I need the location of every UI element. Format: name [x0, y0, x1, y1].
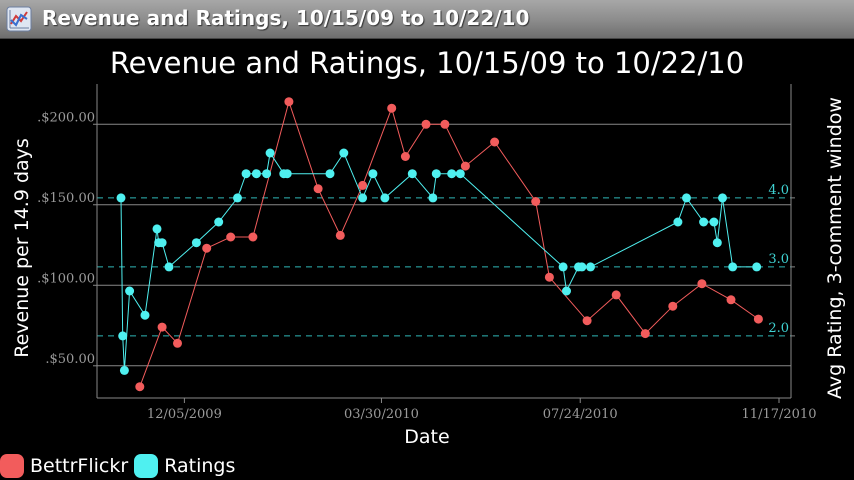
data-point-ratings: [712, 238, 722, 248]
data-point-ratings: [558, 262, 568, 272]
data-point-ratings: [358, 193, 368, 203]
data-point-bettrflickr: [157, 322, 167, 332]
data-point-bettrflickr: [135, 382, 145, 392]
data-point-bettrflickr: [284, 97, 294, 107]
data-point-ratings: [752, 262, 762, 272]
legend-item-ratings[interactable]: Ratings: [134, 454, 235, 478]
data-point-ratings: [407, 169, 417, 179]
data-point-bettrflickr: [400, 152, 410, 161]
data-point-ratings: [116, 193, 126, 203]
chart-app-icon: [6, 6, 32, 32]
data-point-ratings: [214, 217, 224, 227]
legend-label-bettrflickr: BettrFlickr: [30, 455, 129, 477]
data-point-ratings: [282, 169, 292, 179]
y-right-tick-label: 2.0: [768, 321, 789, 336]
data-point-ratings: [455, 169, 465, 179]
series-line-bettrflickr: [139, 99, 759, 387]
data-point-ratings: [428, 193, 438, 203]
data-point-ratings: [118, 331, 128, 341]
legend-item-bettrflickr[interactable]: BettrFlickr: [0, 454, 128, 478]
y-left-tick-label: .$200.00: [37, 110, 95, 125]
data-point-bettrflickr: [726, 295, 736, 305]
chart-title: Revenue and Ratings, 10/15/09 to 10/22/1…: [110, 46, 744, 80]
data-point-bettrflickr: [387, 103, 397, 113]
y-axis-left-title: Revenue per 14.9 days: [11, 138, 33, 358]
data-point-ratings: [709, 217, 719, 227]
series-layer: [116, 97, 763, 392]
data-point-bettrflickr: [202, 243, 212, 253]
data-point-ratings: [577, 262, 587, 272]
data-point-ratings: [728, 262, 738, 272]
data-point-ratings: [699, 217, 709, 227]
data-point-bettrflickr: [226, 232, 236, 242]
data-point-bettrflickr: [313, 184, 323, 194]
data-point-ratings: [140, 310, 150, 320]
x-tick-label: 11/17/2010: [742, 407, 817, 422]
legend-swatch-ratings: [134, 454, 159, 478]
data-point-ratings: [718, 193, 727, 203]
data-point-ratings: [191, 238, 201, 248]
x-tick-label: 07/24/2010: [543, 407, 618, 422]
data-point-ratings: [241, 169, 251, 179]
data-point-ratings: [119, 365, 129, 375]
data-point-ratings: [673, 217, 683, 227]
data-point-bettrflickr: [640, 329, 650, 339]
y-axis-right-title: Avg Rating, 3-comment window: [824, 97, 846, 399]
data-point-ratings: [152, 224, 162, 234]
legend: BettrFlickr Ratings: [0, 452, 241, 480]
data-point-ratings: [447, 169, 457, 179]
data-point-bettrflickr: [544, 272, 554, 282]
data-point-ratings: [157, 238, 167, 248]
data-point-bettrflickr: [440, 119, 450, 129]
y-right-tick-label: 3.0: [768, 252, 789, 267]
data-point-ratings: [586, 262, 595, 272]
data-point-ratings: [325, 169, 335, 179]
data-point-ratings: [265, 148, 275, 158]
data-point-ratings: [682, 193, 691, 203]
data-point-ratings: [380, 193, 390, 203]
data-point-bettrflickr: [335, 230, 345, 240]
y-left-tick-label: .$150.00: [37, 191, 95, 206]
series-line-ratings: [120, 151, 757, 371]
data-point-bettrflickr: [248, 232, 258, 242]
legend-label-ratings: Ratings: [164, 455, 236, 477]
data-point-ratings: [562, 286, 571, 296]
tick-layer: .$50.00 .$100.00 .$150.00 .$200.00 2.0 3.0 4.0…: [37, 110, 816, 422]
data-point-ratings: [125, 286, 135, 296]
data-point-ratings: [233, 193, 242, 203]
data-point-ratings: [431, 169, 441, 179]
data-point-ratings: [339, 148, 349, 158]
data-point-bettrflickr: [753, 314, 763, 324]
data-point-ratings: [368, 169, 378, 179]
data-point-bettrflickr: [421, 119, 431, 129]
x-axis-title: Date: [404, 426, 449, 448]
data-point-ratings: [262, 169, 272, 179]
data-point-ratings: [164, 262, 174, 272]
legend-swatch-bettrflickr: [0, 454, 24, 478]
data-point-bettrflickr: [531, 197, 541, 206]
data-point-bettrflickr: [582, 316, 592, 326]
data-point-bettrflickr: [668, 301, 678, 311]
y-left-tick-label: .$50.00: [45, 352, 95, 367]
data-point-ratings: [251, 169, 261, 179]
data-point-bettrflickr: [697, 279, 707, 289]
y-left-tick-label: .$100.00: [37, 271, 95, 286]
data-point-bettrflickr: [611, 290, 621, 300]
x-tick-label: 03/30/2010: [344, 407, 419, 422]
x-tick-label: 12/05/2009: [147, 407, 222, 422]
data-point-bettrflickr: [490, 137, 500, 147]
data-point-bettrflickr: [358, 180, 368, 190]
y-right-tick-label: 4.0: [768, 183, 789, 198]
grid-layer: [97, 123, 791, 367]
chart: Revenue and Ratings, 10/15/09 to 10/22/1…: [11, 46, 846, 448]
window-title: Revenue and Ratings, 10/15/09 to 10/22/1…: [42, 6, 530, 30]
title-bar: Revenue and Ratings, 10/15/09 to 10/22/1…: [0, 0, 854, 39]
data-point-bettrflickr: [173, 338, 182, 348]
data-point-bettrflickr: [460, 161, 470, 171]
